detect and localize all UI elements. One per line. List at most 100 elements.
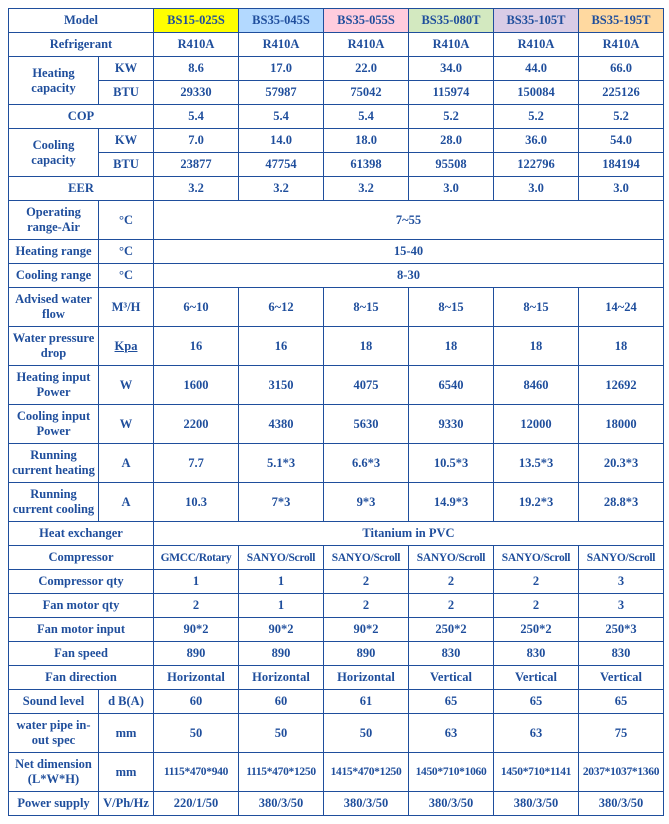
row-label-23: Sound level xyxy=(9,690,99,714)
cell-13-0: 2200 xyxy=(154,405,239,444)
cell-2-3: 115974 xyxy=(409,81,494,105)
cell-12-1: 3150 xyxy=(239,366,324,405)
cell-2-2: 75042 xyxy=(324,81,409,105)
cell-17-5: SANYO/Scroll xyxy=(579,546,664,570)
cell-20-0: 90*2 xyxy=(154,618,239,642)
cell-12-3: 6540 xyxy=(409,366,494,405)
cell-22-5: Vertical xyxy=(579,666,664,690)
row-label-16: Heat exchanger xyxy=(9,522,154,546)
cell-3-0: 5.4 xyxy=(154,105,239,129)
cell-2-5: 225126 xyxy=(579,81,664,105)
row-label-7: Operating range-Air xyxy=(9,201,99,240)
cell-15-4: 19.2*3 xyxy=(494,483,579,522)
row-label-21: Fan speed xyxy=(9,642,154,666)
cell-18-3: 2 xyxy=(409,570,494,594)
cell-10-1: 6~12 xyxy=(239,288,324,327)
cell-2-1: 57987 xyxy=(239,81,324,105)
row-label-25: Net dimension (L*W*H) xyxy=(9,753,99,792)
cell-4-0: 7.0 xyxy=(154,129,239,153)
cell-26-3: 380/3/50 xyxy=(409,792,494,816)
spec-table: ModelBS15-025SBS35-045SBS35-055SBS35-080… xyxy=(8,8,664,816)
cell-25-4: 1450*710*1141 xyxy=(494,753,579,792)
cell-23-3: 65 xyxy=(409,690,494,714)
row-unit-12: W xyxy=(99,366,154,405)
cell-15-1: 7*3 xyxy=(239,483,324,522)
cell-3-4: 5.2 xyxy=(494,105,579,129)
model-header-5: BS35-195T xyxy=(579,9,664,33)
cell-5-2: 61398 xyxy=(324,153,409,177)
cell-22-0: Horizontal xyxy=(154,666,239,690)
cell-23-0: 60 xyxy=(154,690,239,714)
row-unit-23: d B(A) xyxy=(99,690,154,714)
cell-24-1: 50 xyxy=(239,714,324,753)
row-unit-11: Kpa xyxy=(99,327,154,366)
cell-10-2: 8~15 xyxy=(324,288,409,327)
cell-21-5: 830 xyxy=(579,642,664,666)
row-label-13: Cooling input Power xyxy=(9,405,99,444)
cell-26-2: 380/3/50 xyxy=(324,792,409,816)
cell-19-4: 2 xyxy=(494,594,579,618)
cell-1-4: 44.0 xyxy=(494,57,579,81)
cell-15-3: 14.9*3 xyxy=(409,483,494,522)
cell-15-0: 10.3 xyxy=(154,483,239,522)
cell-23-1: 60 xyxy=(239,690,324,714)
row-span-8: 15-40 xyxy=(154,240,664,264)
cell-13-3: 9330 xyxy=(409,405,494,444)
row-unit-26: V/Ph/Hz xyxy=(99,792,154,816)
cell-10-5: 14~24 xyxy=(579,288,664,327)
cell-18-4: 2 xyxy=(494,570,579,594)
cell-24-0: 50 xyxy=(154,714,239,753)
row-unit-10: M³/H xyxy=(99,288,154,327)
cell-19-5: 3 xyxy=(579,594,664,618)
cell-6-0: 3.2 xyxy=(154,177,239,201)
row-unit-2: BTU xyxy=(99,81,154,105)
cell-11-2: 18 xyxy=(324,327,409,366)
header-model-label: Model xyxy=(9,9,154,33)
row-label-22: Fan direction xyxy=(9,666,154,690)
cell-4-5: 54.0 xyxy=(579,129,664,153)
row-label-3: COP xyxy=(9,105,154,129)
row-unit-15: A xyxy=(99,483,154,522)
model-header-3: BS35-080T xyxy=(409,9,494,33)
cell-19-1: 1 xyxy=(239,594,324,618)
cell-24-2: 50 xyxy=(324,714,409,753)
cell-18-0: 1 xyxy=(154,570,239,594)
cell-4-1: 14.0 xyxy=(239,129,324,153)
cell-22-3: Vertical xyxy=(409,666,494,690)
row-unit-5: BTU xyxy=(99,153,154,177)
row-label-10: Advised water flow xyxy=(9,288,99,327)
cell-13-2: 5630 xyxy=(324,405,409,444)
row-unit-13: W xyxy=(99,405,154,444)
model-header-2: BS35-055S xyxy=(324,9,409,33)
row-label-11: Water pressure drop xyxy=(9,327,99,366)
cell-18-2: 2 xyxy=(324,570,409,594)
cell-25-5: 2037*1037*1360 xyxy=(579,753,664,792)
cell-1-3: 34.0 xyxy=(409,57,494,81)
cell-17-3: SANYO/Scroll xyxy=(409,546,494,570)
cell-17-0: GMCC/Rotary xyxy=(154,546,239,570)
cell-5-0: 23877 xyxy=(154,153,239,177)
row-label-24: water pipe in-out spec xyxy=(9,714,99,753)
cell-25-3: 1450*710*1060 xyxy=(409,753,494,792)
cell-6-4: 3.0 xyxy=(494,177,579,201)
cell-4-4: 36.0 xyxy=(494,129,579,153)
cell-5-1: 47754 xyxy=(239,153,324,177)
cell-11-4: 18 xyxy=(494,327,579,366)
cell-22-4: Vertical xyxy=(494,666,579,690)
cell-0-5: R410A xyxy=(579,33,664,57)
cell-17-2: SANYO/Scroll xyxy=(324,546,409,570)
cell-10-4: 8~15 xyxy=(494,288,579,327)
cell-3-1: 5.4 xyxy=(239,105,324,129)
cell-2-0: 29330 xyxy=(154,81,239,105)
cell-23-4: 65 xyxy=(494,690,579,714)
cell-14-1: 5.1*3 xyxy=(239,444,324,483)
cell-0-1: R410A xyxy=(239,33,324,57)
row-label-12: Heating input Power xyxy=(9,366,99,405)
cell-10-3: 8~15 xyxy=(409,288,494,327)
cell-2-4: 150084 xyxy=(494,81,579,105)
cell-12-0: 1600 xyxy=(154,366,239,405)
cell-21-0: 890 xyxy=(154,642,239,666)
cell-4-3: 28.0 xyxy=(409,129,494,153)
cell-15-5: 28.8*3 xyxy=(579,483,664,522)
row-label-1: Heating capacity xyxy=(9,57,99,105)
